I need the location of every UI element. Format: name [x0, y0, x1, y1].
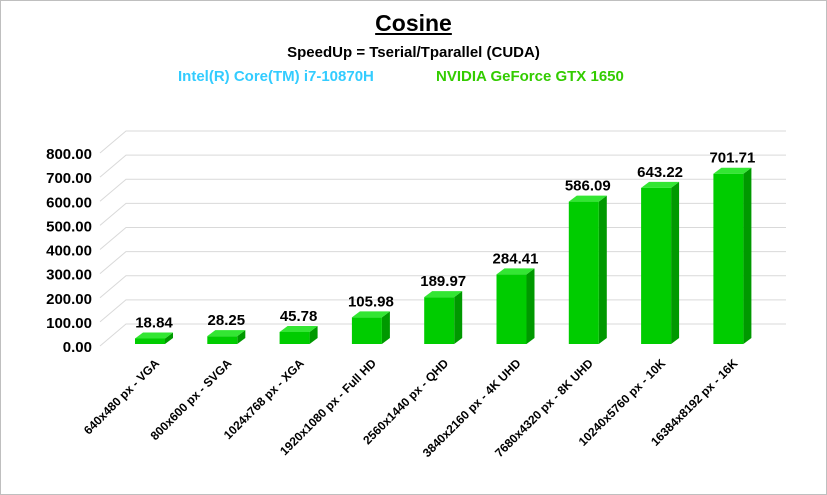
- gridline: [99, 323, 786, 347]
- gridline: [99, 202, 786, 226]
- bar: [135, 332, 173, 344]
- bar-top: [424, 291, 463, 298]
- bar-front: [496, 274, 527, 344]
- y-tick-label: 600.00: [46, 194, 92, 211]
- bar-top: [496, 268, 535, 275]
- data-labels: 18.84 28.25 45.78 105.98 189.97 284.41 586.09 6…: [135, 150, 755, 332]
- gridline: [99, 299, 786, 323]
- gridline: [99, 130, 786, 154]
- bar: [641, 181, 680, 344]
- bars: [135, 167, 752, 344]
- data-label: 643.22: [637, 164, 683, 181]
- data-label: 45.78: [280, 308, 318, 325]
- data-label: 701.71: [709, 150, 755, 167]
- bar: [351, 311, 390, 344]
- data-label: 586.09: [565, 178, 611, 195]
- bar-top: [135, 332, 173, 339]
- x-tick-label: 1024x768 px - XGA: [221, 356, 307, 442]
- bar-front: [424, 297, 455, 344]
- gridline: [99, 227, 786, 250]
- bar-side: [237, 330, 246, 344]
- x-tick-label: 640x480 px - VGA: [81, 356, 162, 437]
- bar: [568, 195, 607, 344]
- bar-front: [351, 317, 382, 344]
- y-tick-label: 700.00: [46, 170, 92, 187]
- data-label: 18.84: [135, 314, 173, 331]
- gpu-label: NVIDIA GeForce GTX 1650: [436, 68, 624, 85]
- y-tick-label: 300.00: [46, 267, 92, 284]
- bar: [279, 325, 318, 344]
- bar-top: [713, 167, 752, 174]
- y-tick-label: 100.00: [46, 315, 92, 332]
- gridline: [99, 178, 786, 202]
- bar-top: [641, 181, 680, 188]
- y-tick-label: 0.00: [63, 339, 92, 356]
- chart-subtitle: SpeedUp = Tserial/Tparallel (CUDA): [287, 44, 540, 61]
- bar-top: [279, 325, 318, 332]
- data-label: 189.97: [420, 273, 466, 290]
- bar-front: [641, 187, 672, 344]
- chart-title: Cosine: [375, 10, 452, 36]
- y-tick-label: 800.00: [46, 146, 92, 163]
- bar: [207, 330, 246, 344]
- y-tick-label: 200.00: [46, 291, 92, 308]
- bar-front: [279, 331, 310, 344]
- gridline: [99, 251, 786, 275]
- data-label: 28.25: [208, 312, 246, 329]
- data-label: 284.41: [493, 250, 539, 267]
- bar-side: [165, 332, 173, 344]
- y-tick-label: 400.00: [46, 243, 92, 260]
- data-label: 105.98: [348, 293, 394, 310]
- x-tick-label: 800x600 px - SVGA: [148, 356, 235, 443]
- bar: [424, 291, 463, 344]
- bar-front: [568, 201, 599, 344]
- bar-side: [381, 311, 390, 344]
- gridlines: [99, 130, 786, 347]
- cpu-label: Intel(R) Core(TM) i7-10870H: [178, 68, 374, 85]
- bar-side: [526, 268, 535, 344]
- gridline: [99, 154, 786, 178]
- bar: [713, 167, 752, 344]
- bar-top: [351, 311, 390, 318]
- bar: [496, 268, 535, 344]
- bar-side: [309, 325, 318, 344]
- bar-front: [713, 173, 744, 344]
- y-tick-label: 500.00: [46, 218, 92, 235]
- bar-side: [598, 195, 607, 344]
- bar-top: [568, 195, 607, 202]
- bar-side: [743, 167, 752, 344]
- bar-front: [207, 336, 238, 344]
- bar-side: [671, 181, 680, 344]
- y-axis: 0.00 100.00 200.00 300.00 400.00 500.00 600.00…: [46, 146, 92, 356]
- bar-side: [454, 291, 463, 344]
- gridline: [99, 275, 786, 299]
- bar-front: [135, 338, 165, 344]
- bar-top: [207, 330, 246, 337]
